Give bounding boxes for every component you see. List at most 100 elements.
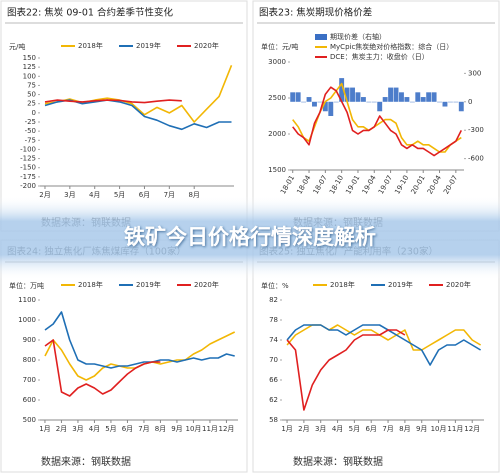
bar [301, 101, 307, 103]
x-tick-label: 10月 [185, 425, 201, 433]
y-tick-label: 78 [269, 316, 278, 324]
banner-title: 铁矿今日价格行情深度解析 [124, 225, 376, 249]
legend-label: 2020年 [194, 41, 219, 50]
bar [437, 101, 442, 103]
y-tick-label: 1100 [18, 296, 36, 304]
legend-label: 期现价差（右轴） [330, 32, 386, 41]
y-tick-label: 800 [23, 356, 36, 364]
y-tick-label: -200 [20, 182, 36, 190]
x-tick-label: 7月 [382, 425, 393, 433]
bar [366, 101, 372, 103]
x-tick-label: 4月 [89, 191, 100, 199]
x-tick-label: 20-07 [442, 174, 459, 196]
bar [355, 92, 361, 102]
x-tick-label: 10月 [431, 425, 447, 433]
legend-label: 2018年 [78, 41, 103, 50]
x-tick-label: 20-01 [410, 174, 427, 196]
x-tick-label: 18-10 [328, 174, 345, 196]
x-tick-label: 19-07 [377, 174, 394, 196]
y-axis-label: 元/吨 [9, 42, 25, 51]
y-tick-label: 75 [27, 81, 36, 89]
y-tick-label: 74 [269, 336, 278, 344]
y-tick-label: 25 [27, 100, 36, 108]
x-tick-label: 3月 [72, 425, 83, 433]
y-axis-label: 单位：% [261, 281, 289, 290]
y-tick-label: 3000 [268, 58, 286, 66]
chart-title: 图表22: 焦炭 09-01 合约差季节性变化 [7, 7, 173, 19]
x-tick-label: 2月 [56, 425, 67, 433]
x-tick-label: 7月 [164, 191, 175, 199]
bar [399, 92, 404, 102]
y-tick-label: 900 [23, 336, 36, 344]
x-tick-label: 6月 [365, 425, 376, 433]
line [44, 311, 235, 369]
legend-label: 2019年 [136, 280, 161, 289]
y-tick-label: 600 [23, 396, 36, 404]
x-tick-label: 19-04 [361, 174, 378, 196]
x-tick-label: 11月 [202, 425, 218, 433]
bar [350, 87, 355, 102]
y-tick-label: 100 [23, 72, 36, 80]
y-tick-label: 70 [269, 356, 278, 364]
y-tick-label: -150 [20, 164, 36, 172]
line [44, 99, 232, 131]
x-tick-label: 8月 [188, 191, 199, 199]
bar [420, 97, 426, 102]
y-tick-label: 125 [23, 63, 36, 71]
y-axis-label: 单位：万吨 [9, 281, 44, 290]
y-tick-label: -175 [20, 173, 36, 181]
bar [290, 92, 296, 102]
x-tick-label: 9月 [416, 425, 427, 433]
line [292, 86, 463, 157]
bar [377, 101, 383, 112]
bar [409, 101, 415, 103]
y-tick-label: 700 [23, 376, 36, 384]
legend-label: 2020年 [446, 280, 471, 289]
x-tick-label: 6月 [122, 425, 133, 433]
line [44, 65, 233, 123]
y-tick-label: -50 [25, 127, 36, 135]
y-tick-label: 1500 [268, 166, 286, 174]
x-tick-label: 11月 [447, 425, 463, 433]
y-tick-label: 0 [32, 109, 36, 117]
x-tick-label: 5月 [349, 425, 360, 433]
bar [371, 101, 377, 103]
line [286, 324, 482, 366]
x-tick-label: 12月 [218, 425, 234, 433]
x-tick-label: 1月 [281, 425, 292, 433]
y-tick-label: -100 [20, 145, 36, 153]
y-tick-label: 58 [269, 416, 278, 424]
bar [306, 97, 312, 102]
bar [426, 92, 432, 102]
line [44, 339, 161, 397]
bar [312, 101, 317, 107]
bar [442, 101, 448, 107]
chart-title: 图表23: 焦炭期现价格价差 [259, 7, 372, 19]
x-tick-label: 20-04 [426, 174, 443, 196]
y2-tick-label: 300 [468, 69, 481, 77]
x-tick-label: 8月 [155, 425, 166, 433]
x-tick-label: 2月 [39, 191, 50, 199]
banner-band [0, 196, 500, 280]
y-tick-label: 1000 [18, 316, 36, 324]
legend-label: 2019年 [136, 41, 161, 50]
legend-swatch [315, 34, 327, 40]
bar [317, 101, 323, 103]
x-tick-label: 4月 [89, 425, 100, 433]
x-tick-label: 3月 [315, 425, 326, 433]
bar [447, 101, 453, 103]
x-tick-label: 4月 [332, 425, 343, 433]
bar [388, 87, 394, 102]
x-tick-label: 8月 [399, 425, 410, 433]
x-tick-label: 2月 [298, 425, 309, 433]
legend-label: 2018年 [330, 280, 355, 289]
y-tick-label: 2000 [268, 130, 286, 138]
y-axis-label: 单位：元/吨 [261, 42, 298, 51]
bar [344, 87, 350, 102]
x-tick-label: 9月 [171, 425, 182, 433]
x-tick-label: 18-04 [295, 174, 312, 196]
x-tick-label: 5月 [114, 191, 125, 199]
bar [339, 78, 345, 102]
bar [393, 87, 399, 102]
y-tick-label: -125 [20, 155, 36, 163]
